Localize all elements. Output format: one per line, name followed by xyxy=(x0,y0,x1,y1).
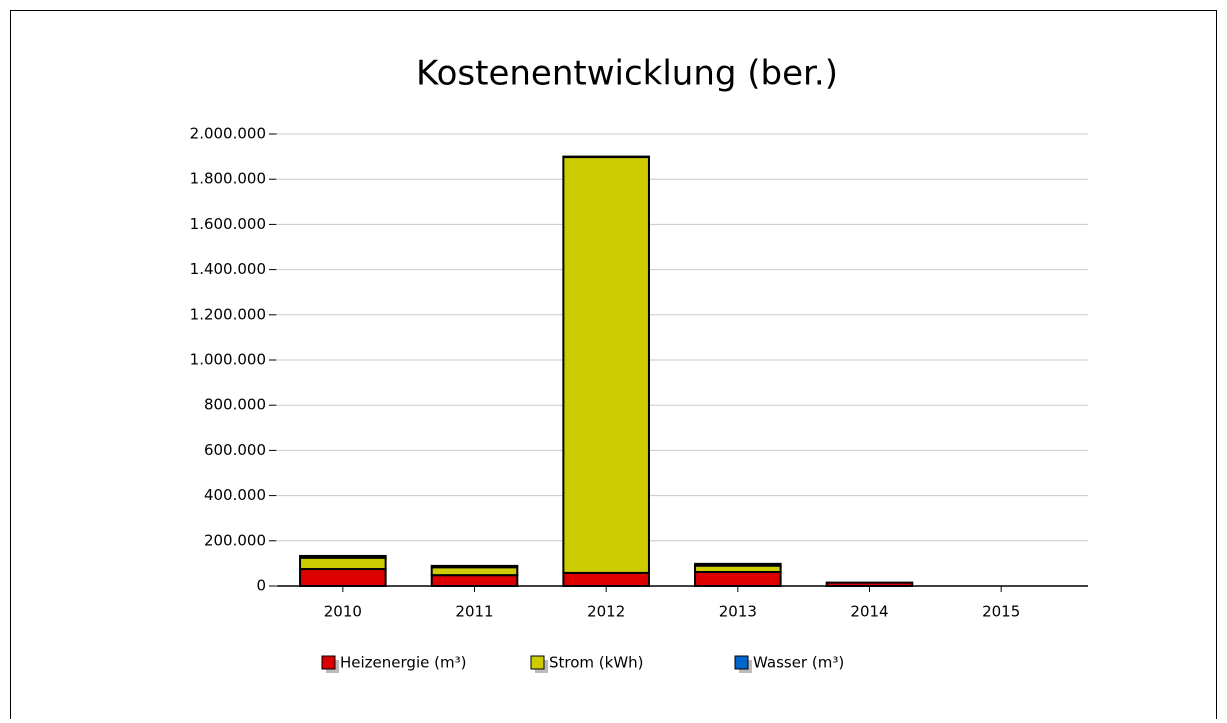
legend-swatch xyxy=(735,656,748,669)
y-tick-label: 1.000.000 xyxy=(190,351,266,369)
y-tick-label: 400.000 xyxy=(204,486,266,504)
legend-label: Wasser (m³) xyxy=(753,654,844,672)
legend-label: Strom (kWh) xyxy=(549,654,644,672)
y-tick-label: 1.800.000 xyxy=(190,170,266,188)
bar-segment xyxy=(563,157,649,573)
y-tick-label: 200.000 xyxy=(204,531,266,549)
y-tick-label: 800.000 xyxy=(204,396,266,414)
y-tick-label: 600.000 xyxy=(204,441,266,459)
x-tick-label: 2013 xyxy=(719,603,757,621)
x-tick-label: 2012 xyxy=(587,603,625,621)
chart-title: Kostenentwicklung (ber.) xyxy=(416,54,838,94)
bar-segment xyxy=(300,569,386,586)
bar-segment xyxy=(300,556,386,558)
y-tick-label: 0 xyxy=(256,577,266,595)
x-tick-label: 2010 xyxy=(324,603,362,621)
bar-segment xyxy=(432,575,518,586)
bar-segment xyxy=(300,558,386,569)
x-tick-label: 2015 xyxy=(982,603,1020,621)
bar-segment xyxy=(563,573,649,586)
x-tick-label: 2014 xyxy=(850,603,888,621)
legend-swatch xyxy=(322,656,335,669)
y-tick-label: 2.000.000 xyxy=(190,125,266,143)
legend-label: Heizenergie (m³) xyxy=(340,654,466,672)
y-tick-label: 1.600.000 xyxy=(190,215,266,233)
bar-segment xyxy=(695,572,781,586)
y-tick-label: 1.200.000 xyxy=(190,305,266,323)
x-tick-label: 2011 xyxy=(455,603,493,621)
bar-segment xyxy=(432,566,518,567)
legend-swatch xyxy=(531,656,544,669)
bar-segment xyxy=(432,567,518,575)
y-tick-label: 1.400.000 xyxy=(190,260,266,278)
bar-segment xyxy=(695,564,781,566)
